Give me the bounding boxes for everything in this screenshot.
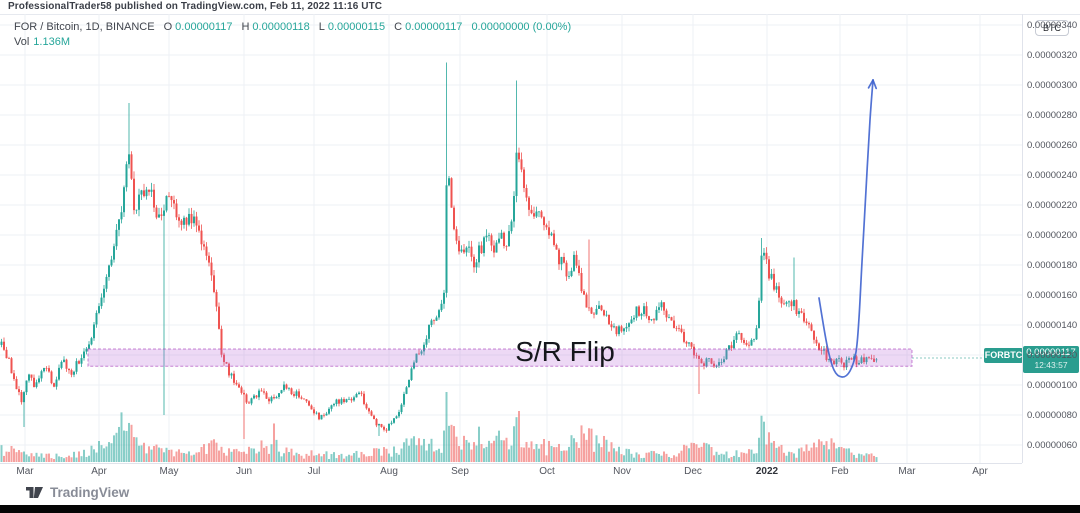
chart-legend: FOR / Bitcoin, 1D, BINANCE O 0.00000117 H 0.… <box>14 21 574 33</box>
ohlc-high-key: H <box>241 21 250 33</box>
symbol-title: FOR / Bitcoin, 1D, BINANCE <box>14 21 155 33</box>
price-axis-divider <box>1022 14 1023 463</box>
price-axis-label: 0.00000080 <box>1027 410 1078 421</box>
price-axis-label: 0.00000240 <box>1027 170 1078 181</box>
price-axis-label: 0.00000100 <box>1027 380 1078 391</box>
price-axis-label: 0.00000300 <box>1027 80 1078 91</box>
currency-unit-button[interactable]: BTC <box>1035 20 1069 36</box>
bottom-black-bar <box>0 505 1080 513</box>
price-axis-label: 0.00000140 <box>1027 320 1078 331</box>
ohlc-open-value: 0.00000117 <box>175 21 233 33</box>
time-axis-label: Apr <box>972 466 988 477</box>
volume-value: 1.136M <box>33 36 70 48</box>
time-axis-label: Aug <box>380 466 398 477</box>
ohlc-open-key: O <box>163 21 173 33</box>
ohlc-high-value: 0.00000118 <box>252 21 310 33</box>
bar-countdown: 12:43:57 <box>1034 360 1068 370</box>
price-axis-label: 0.00000280 <box>1027 110 1078 121</box>
time-axis-label: Sep <box>451 466 469 477</box>
time-axis-label: Feb <box>831 466 849 477</box>
time-axis[interactable] <box>0 463 1022 478</box>
ohlc-close-key: C <box>394 21 403 33</box>
price-axis-label: 0.00000180 <box>1027 260 1078 271</box>
price-axis-label: 0.00000320 <box>1027 50 1078 61</box>
price-axis-label: 0.00000160 <box>1027 290 1078 301</box>
volume-label: Vol <box>14 36 30 48</box>
time-axis-label: Mar <box>16 466 34 477</box>
time-axis-label: Dec <box>684 466 702 477</box>
time-axis-label: May <box>159 466 179 477</box>
time-axis-divider <box>0 463 1022 464</box>
time-axis-label: Apr <box>91 466 107 477</box>
time-axis-label: Nov <box>613 466 631 477</box>
tradingview-logo-icon <box>26 487 43 498</box>
chart-top-divider <box>0 14 1080 15</box>
time-axis-label: Oct <box>539 466 555 477</box>
time-axis-label: 2022 <box>755 466 779 477</box>
tradingview-attribution-link[interactable]: TradingView <box>25 484 129 501</box>
tradingview-logo-text: TradingView <box>50 485 130 500</box>
price-axis-label: 0.00000340 <box>1027 20 1078 31</box>
price-axis-label: 0.00000120 <box>1027 350 1078 361</box>
ohlc-low-value: 0.00000115 <box>327 21 386 33</box>
price-axis-label: 0.00000200 <box>1027 230 1078 241</box>
symbol-price-badge: FORBTC <box>984 348 1023 363</box>
ohlc-low-key: L <box>318 21 325 33</box>
time-axis-label: Jul <box>307 466 321 477</box>
last-price-axis-label: 0.00000117 12:43:57 <box>1023 346 1079 373</box>
price-axis-label: 0.00000260 <box>1027 140 1078 151</box>
price-axis-label: 0.00000060 <box>1027 440 1078 451</box>
change-value: 0.00000000 (0.00%) <box>471 21 572 33</box>
ohlc-close-value: 0.00000117 <box>405 21 463 33</box>
attribution-text: ProfessionalTrader58 published on Tradin… <box>8 1 383 12</box>
last-price-value: 0.00000117 <box>1026 347 1076 358</box>
time-axis-label: Jun <box>235 466 253 477</box>
sr-flip-annotation-label: S/R Flip <box>515 336 615 367</box>
candlestick-chart-canvas[interactable] <box>0 14 1022 463</box>
projection-arrow <box>818 79 878 378</box>
volume-legend: Vol 1.136M <box>14 36 70 48</box>
price-axis-label: 0.00000220 <box>1027 200 1078 211</box>
time-axis-label: Mar <box>898 466 916 477</box>
